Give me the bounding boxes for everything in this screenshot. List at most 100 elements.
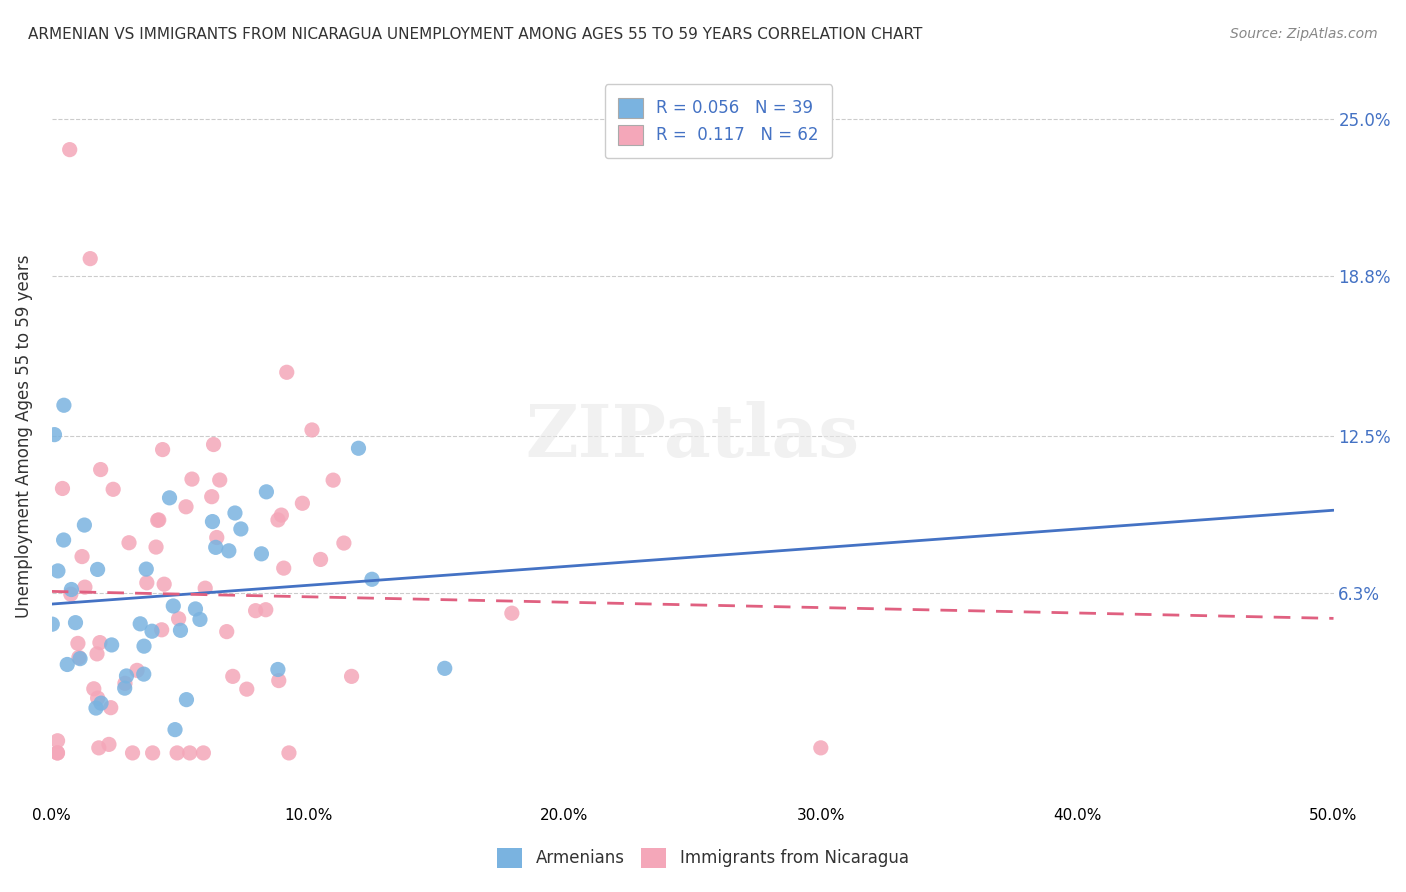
Point — [60, 582, 83, 597]
Point — [142, 746, 165, 760]
Point — [222, 669, 245, 683]
Point — [273, 561, 295, 575]
Point — [129, 616, 152, 631]
Point — [267, 663, 290, 677]
Point — [115, 669, 138, 683]
Point — [66, 636, 89, 650]
Point — [270, 508, 292, 522]
Point — [46, 733, 69, 747]
Point — [208, 473, 231, 487]
Point — [52, 533, 75, 547]
Point — [56, 657, 79, 672]
Point — [361, 572, 384, 586]
Point — [148, 513, 170, 527]
Point — [204, 541, 226, 555]
Point — [301, 423, 323, 437]
Point — [322, 473, 344, 487]
Point — [135, 562, 157, 576]
Point — [194, 581, 217, 595]
Point — [188, 612, 211, 626]
Point — [169, 624, 191, 638]
Point — [69, 651, 91, 665]
Y-axis label: Unemployment Among Ages 55 to 59 years: Unemployment Among Ages 55 to 59 years — [15, 254, 32, 618]
Point — [73, 580, 96, 594]
Point — [810, 740, 832, 755]
Point — [153, 577, 176, 591]
Point — [291, 496, 314, 510]
Point — [114, 676, 136, 690]
Text: ZIPatlas: ZIPatlas — [526, 401, 859, 472]
Point — [184, 602, 207, 616]
Point — [162, 599, 184, 613]
Point — [132, 667, 155, 681]
Point — [100, 638, 122, 652]
Point — [97, 738, 120, 752]
Point — [100, 700, 122, 714]
Point — [309, 552, 332, 566]
Point — [84, 701, 107, 715]
Point — [59, 143, 82, 157]
Point — [79, 252, 101, 266]
Point — [118, 535, 141, 549]
Text: ARMENIAN VS IMMIGRANTS FROM NICARAGUA UNEMPLOYMENT AMONG AGES 55 TO 59 YEARS COR: ARMENIAN VS IMMIGRANTS FROM NICARAGUA UN… — [28, 27, 922, 42]
Legend: R = 0.056   N = 39, R =  0.117   N = 62: R = 0.056 N = 39, R = 0.117 N = 62 — [605, 84, 832, 158]
Point — [181, 472, 204, 486]
Point — [73, 518, 96, 533]
Point — [433, 661, 456, 675]
Point — [86, 647, 108, 661]
Point — [163, 723, 186, 737]
Point — [236, 682, 259, 697]
Point — [46, 746, 69, 760]
Point — [176, 692, 198, 706]
Point — [179, 746, 201, 760]
Point — [83, 681, 105, 696]
Point — [278, 746, 301, 760]
Point — [166, 746, 188, 760]
Point — [146, 513, 169, 527]
Point — [46, 746, 69, 760]
Point — [135, 575, 157, 590]
Point — [340, 669, 363, 683]
Point — [167, 612, 190, 626]
Point — [267, 673, 290, 688]
Point — [245, 604, 267, 618]
Point — [193, 746, 215, 760]
Point — [145, 540, 167, 554]
Point — [101, 483, 124, 497]
Point — [86, 691, 108, 706]
Point — [201, 490, 224, 504]
Point — [51, 482, 73, 496]
Point — [254, 484, 277, 499]
Point — [333, 536, 356, 550]
Point — [90, 462, 112, 476]
Point — [215, 624, 238, 639]
Point — [86, 562, 108, 576]
Point — [229, 522, 252, 536]
Point — [141, 624, 163, 639]
Point — [501, 606, 523, 620]
Point — [152, 442, 174, 457]
Point — [132, 639, 155, 653]
Point — [174, 500, 197, 514]
Point — [44, 427, 66, 442]
Text: Source: ZipAtlas.com: Source: ZipAtlas.com — [1230, 27, 1378, 41]
Point — [46, 564, 69, 578]
Point — [59, 587, 82, 601]
Point — [159, 491, 181, 505]
Point — [276, 365, 298, 379]
Point — [67, 650, 90, 665]
Point — [65, 615, 87, 630]
Point — [347, 442, 370, 456]
Point — [201, 515, 224, 529]
Point — [150, 623, 173, 637]
Legend: Armenians, Immigrants from Nicaragua: Armenians, Immigrants from Nicaragua — [491, 841, 915, 875]
Point — [87, 740, 110, 755]
Point — [205, 531, 228, 545]
Point — [250, 547, 273, 561]
Point — [90, 696, 112, 710]
Point — [202, 437, 225, 451]
Point — [218, 544, 240, 558]
Point — [52, 398, 75, 412]
Point — [70, 549, 93, 564]
Point — [41, 617, 63, 632]
